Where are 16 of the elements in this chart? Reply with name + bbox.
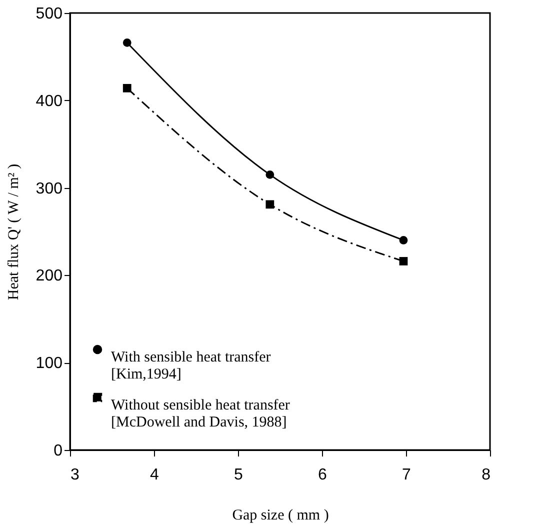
y-axis-title: Heat flux Q' ( W / m² ): [6, 164, 22, 300]
x-tick-label: 8: [482, 466, 491, 484]
x-tick-label: 7: [402, 466, 412, 484]
legend-label: With sensible heat transfer [Kim,1994]: [111, 350, 271, 382]
y-tick-label: 200: [36, 268, 63, 285]
y-tick-label: 100: [36, 355, 63, 372]
x-tick-label: 6: [318, 466, 328, 484]
legend-label: Without sensible heat transfer [McDowell and Davis, 1988]: [111, 398, 290, 430]
y-tick-label: 400: [36, 92, 63, 110]
y-tick-label: 500: [36, 6, 63, 22]
x-tick-label: 4: [150, 466, 160, 484]
x-tick-label: 3: [70, 466, 80, 484]
x-tick-label: 5: [234, 466, 244, 484]
y-tick-label: 300: [36, 180, 63, 198]
x-axis-title: Gap size ( mm ): [232, 508, 329, 524]
y-tick-label: 0: [54, 442, 63, 460]
